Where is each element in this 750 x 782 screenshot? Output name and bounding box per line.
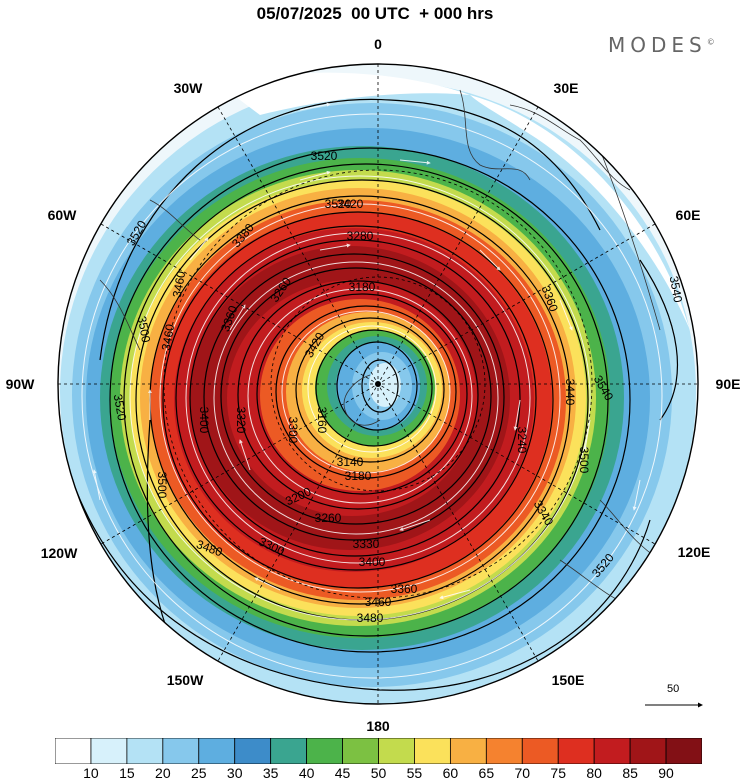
colorbar-tick-label: 40 <box>298 765 315 781</box>
colorbar-tick-label: 35 <box>262 765 279 781</box>
contour-label: 3500 <box>577 447 591 474</box>
lon-label-150e: 150E <box>551 672 585 688</box>
colorbar-swatch <box>270 738 308 764</box>
lon-label-120e: 120E <box>677 544 711 560</box>
wind-streamlines <box>81 102 663 679</box>
colorbar-swatch <box>521 738 559 764</box>
contour-label: 3400 <box>359 555 386 569</box>
lon-label-180: 180 <box>366 718 390 734</box>
brand-logo: MODES© <box>608 33 715 57</box>
contour-label: 3520 <box>325 197 352 211</box>
lon-label-30e: 30E <box>553 80 579 96</box>
colorbar-tick-label: 85 <box>622 765 638 781</box>
colorbar-swatch <box>557 738 595 764</box>
lon-label-60e: 60E <box>675 207 701 223</box>
reference-vector <box>645 702 703 708</box>
colorbar-tick-label: 80 <box>586 765 602 781</box>
colorbar-swatch <box>665 738 702 764</box>
contour-label: 3460 <box>170 270 188 299</box>
colorbar-tick-label: 20 <box>155 765 171 781</box>
colorbar-tick-label: 75 <box>550 765 567 781</box>
lon-label-0: 0 <box>374 36 382 52</box>
colorbar-tick-label: 55 <box>406 765 423 781</box>
colorbar-tick-label: 70 <box>514 765 531 781</box>
contour-label: 3300 <box>286 417 300 444</box>
contour-label: 3480 <box>357 611 384 625</box>
geopotential-contours <box>59 98 678 691</box>
colorbar <box>55 738 702 764</box>
contour-label: 3420 <box>337 197 364 211</box>
colorbar-swatch <box>306 738 343 764</box>
colorbar-tick-label: 15 <box>119 765 135 781</box>
map-boundary <box>57 63 699 705</box>
colorbar-swatch <box>198 738 236 764</box>
contour-label: 3460 <box>159 323 177 352</box>
colorbar-swatch <box>342 738 379 764</box>
colorbar-tick-label: 65 <box>478 765 495 781</box>
wind-speed-field <box>58 64 698 704</box>
contour-label: 3540 <box>667 275 685 304</box>
lon-label-90w: 90W <box>5 376 35 392</box>
contour-label: 3180 <box>349 280 376 294</box>
colorbar-tick-label: 25 <box>190 765 207 781</box>
lon-label-60w: 60W <box>47 207 77 223</box>
contour-label: 3280 <box>347 229 374 243</box>
contour-label: 3440 <box>563 379 577 406</box>
colorbar-tick-label: 50 <box>370 765 387 781</box>
contour-label: 3500 <box>135 315 153 344</box>
colorbar-swatch <box>593 738 631 764</box>
brand-name: MODES <box>608 33 707 57</box>
contour-label: 3320 <box>234 407 248 434</box>
brand-copyright: © <box>706 37 715 47</box>
contour-label: 3520 <box>111 393 129 422</box>
colorbar-swatch <box>414 738 451 764</box>
colorbar-tick-label: 10 <box>83 765 99 781</box>
contour-label: 3260 <box>315 511 342 525</box>
lon-label-90e: 90E <box>715 376 741 392</box>
lon-label-30w: 30W <box>173 80 203 96</box>
contour-label: 3400 <box>197 407 211 434</box>
colorbar-swatch <box>90 738 128 764</box>
reference-vector-label: 50 <box>667 683 680 695</box>
contour-label: 3520 <box>311 149 338 163</box>
contour-label: 3180 <box>345 469 372 483</box>
colorbar-swatch <box>126 738 164 764</box>
map-title: 05/07/2025 00 UTC + 000 hrs <box>256 4 494 23</box>
contour-label: 3360 <box>391 582 418 596</box>
contour-label: 3240 <box>515 427 529 454</box>
contour-label: 3330 <box>353 537 380 551</box>
colorbar-swatch <box>485 738 523 764</box>
lon-label-120w: 120W <box>40 545 78 561</box>
contour-label: 3160 <box>315 407 329 434</box>
colorbar-swatch <box>234 738 272 764</box>
colorbar-swatch <box>378 738 415 764</box>
colorbar-swatch <box>629 738 667 764</box>
contour-label: 3140 <box>337 455 364 469</box>
colorbar-swatch <box>55 738 92 764</box>
contour-label: 3460 <box>365 595 392 609</box>
colorbar-swatch <box>162 738 200 764</box>
colorbar-tick-label: 90 <box>658 765 674 781</box>
pole-marker <box>375 381 381 387</box>
colorbar-tick-label: 45 <box>334 765 351 781</box>
lon-label-150w: 150W <box>166 672 204 688</box>
colorbar-tick-label: 60 <box>442 765 459 781</box>
colorbar-swatch <box>449 738 487 764</box>
colorbar-tick-label: 30 <box>226 765 243 781</box>
contour-label: 3500 <box>155 472 169 499</box>
